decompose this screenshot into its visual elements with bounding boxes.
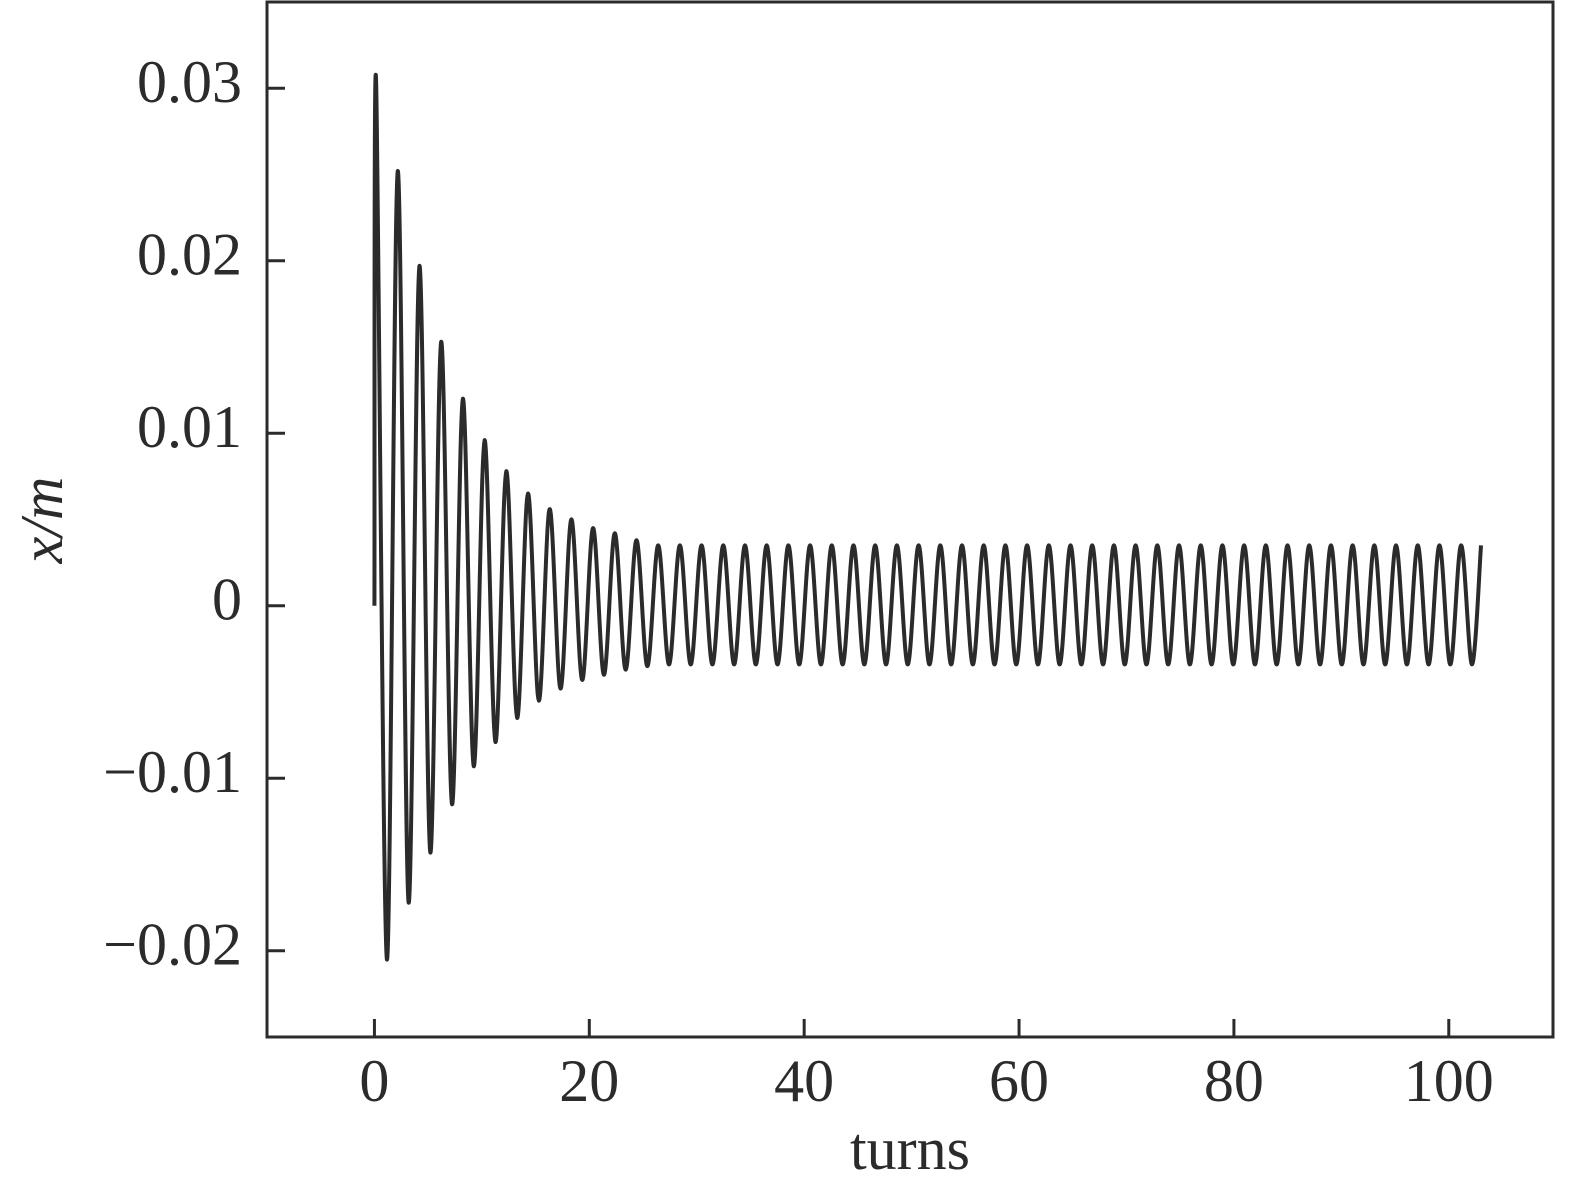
y-tick-label: 0.02 <box>137 222 242 288</box>
y-tick-label: −0.02 <box>103 912 242 978</box>
x-tick-label: 20 <box>559 1048 619 1114</box>
data-line <box>372 73 1484 962</box>
y-axis-label: x/m <box>9 477 75 565</box>
y-tick-label: 0.03 <box>137 49 242 115</box>
x-tick-label: 80 <box>1204 1048 1264 1114</box>
y-tick-label: −0.01 <box>103 739 242 805</box>
x-tick-label: 100 <box>1404 1048 1494 1114</box>
x-tick-label: 0 <box>359 1048 389 1114</box>
y-tick-label: 0 <box>212 567 242 633</box>
x-axis-label: turns <box>850 1116 970 1182</box>
x-tick-label: 60 <box>989 1048 1049 1114</box>
plot-frame <box>265 0 1555 1039</box>
y-tick-label: 0.01 <box>137 394 242 460</box>
x-tick-label: 40 <box>774 1048 834 1114</box>
